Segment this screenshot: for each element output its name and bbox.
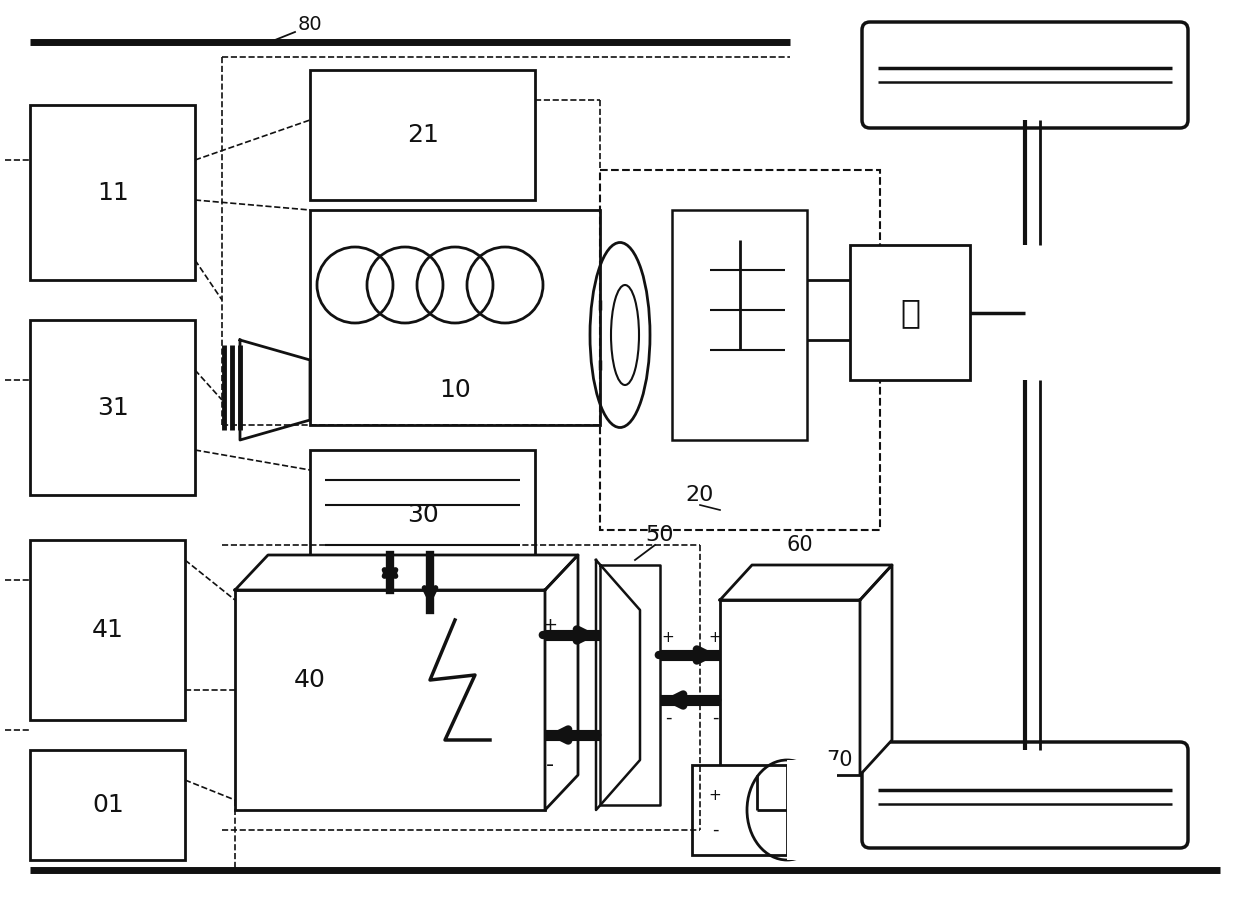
Polygon shape bbox=[546, 555, 578, 810]
Text: -: - bbox=[712, 821, 718, 839]
FancyBboxPatch shape bbox=[862, 22, 1188, 128]
Text: 20: 20 bbox=[686, 485, 714, 505]
Text: 80: 80 bbox=[298, 15, 322, 34]
Polygon shape bbox=[596, 560, 640, 810]
Polygon shape bbox=[241, 340, 310, 440]
Bar bbox=[310, 70, 534, 200]
Text: 01: 01 bbox=[92, 793, 124, 817]
Bar bbox=[600, 170, 880, 530]
Text: -: - bbox=[712, 709, 718, 727]
Text: 31: 31 bbox=[97, 396, 129, 420]
Text: +: + bbox=[662, 630, 675, 646]
Text: 30: 30 bbox=[407, 503, 439, 527]
Text: -: - bbox=[546, 755, 554, 775]
Text: 21: 21 bbox=[407, 123, 439, 147]
Text: 11: 11 bbox=[97, 181, 129, 205]
Bar bbox=[849, 245, 970, 380]
Bar bbox=[672, 210, 807, 440]
Text: -: - bbox=[665, 709, 671, 727]
FancyBboxPatch shape bbox=[862, 742, 1188, 848]
Text: 60: 60 bbox=[786, 535, 813, 555]
Bar bbox=[787, 760, 837, 860]
Bar bbox=[30, 320, 195, 495]
Text: +: + bbox=[708, 630, 722, 646]
Polygon shape bbox=[236, 555, 578, 590]
Text: ⤢: ⤢ bbox=[900, 297, 920, 329]
Bar bbox=[310, 450, 534, 580]
Text: 70: 70 bbox=[827, 750, 853, 770]
Text: +: + bbox=[543, 616, 558, 634]
Bar bbox=[310, 210, 600, 425]
Bar bbox=[692, 765, 787, 855]
Polygon shape bbox=[861, 565, 892, 775]
Bar bbox=[30, 540, 185, 720]
Text: +: + bbox=[708, 787, 722, 803]
Bar bbox=[30, 750, 185, 860]
Bar bbox=[30, 105, 195, 280]
Text: 40: 40 bbox=[294, 668, 326, 692]
Bar bbox=[236, 590, 546, 810]
Polygon shape bbox=[600, 565, 660, 805]
Polygon shape bbox=[720, 565, 892, 600]
Text: 50: 50 bbox=[646, 525, 675, 545]
Text: 41: 41 bbox=[92, 618, 124, 642]
Bar bbox=[720, 600, 861, 775]
Text: 10: 10 bbox=[439, 378, 471, 402]
